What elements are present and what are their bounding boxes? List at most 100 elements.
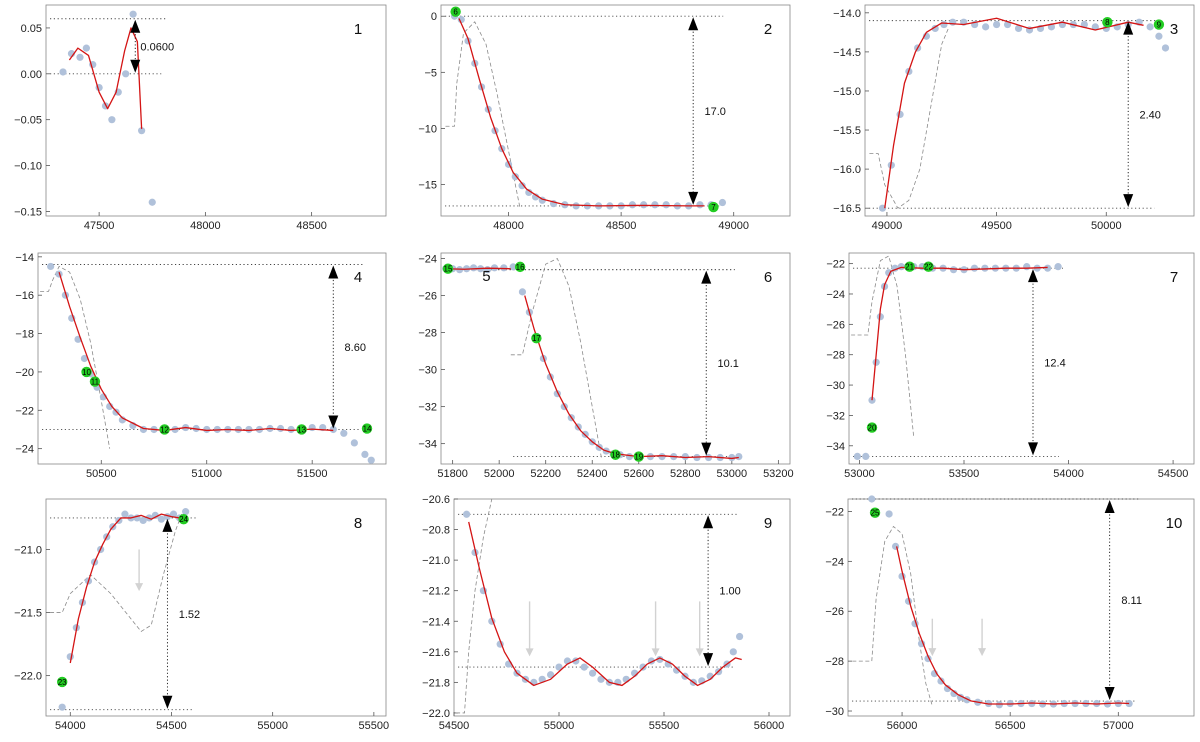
x-tick-label: 54500 — [156, 720, 187, 732]
plot-frame — [440, 4, 791, 217]
data-point — [122, 70, 130, 78]
data-point — [112, 408, 120, 416]
data-point — [129, 10, 137, 18]
data-point — [80, 354, 88, 363]
delta-arrow-head-down — [328, 415, 339, 429]
delta-value-label: 1.00 — [719, 586, 740, 598]
chart-panel-2: 48000 48500 49000 0 −5 −10 −15 17.0 6 7 2 — [418, 4, 791, 232]
fit-curve — [468, 521, 742, 687]
y-tick-label: −28 — [418, 328, 437, 340]
gray-arrow-head — [928, 648, 937, 657]
y-tick-label: −22.0 — [14, 671, 42, 683]
plot-frame — [847, 498, 1195, 717]
y-tick-label: −20.6 — [422, 494, 450, 506]
data-point — [1044, 264, 1052, 272]
guide-curve — [50, 508, 184, 632]
delta-arrow-head-down — [688, 191, 699, 205]
y-tick-label: −18 — [15, 329, 34, 341]
panel-number: 5 — [482, 268, 490, 285]
data-point — [151, 511, 159, 520]
x-tick-label: 49500 — [981, 220, 1012, 232]
y-tick-label: −15 — [418, 180, 437, 192]
y-tick-label: −28 — [825, 656, 844, 668]
data-point — [597, 675, 605, 683]
data-point — [696, 201, 704, 209]
y-tick-label: −14.0 — [833, 8, 861, 20]
gray-arrow-head — [525, 648, 534, 657]
data-point — [970, 264, 979, 272]
delta-value-label: 8.11 — [1121, 595, 1142, 607]
sequence-marker — [296, 424, 307, 435]
data-point — [287, 425, 295, 434]
data-point — [471, 548, 479, 557]
y-tick-label: −26 — [826, 319, 845, 331]
plot-frame — [453, 498, 791, 717]
chart-panel-5-6: 51800 52000 52200 52400 52600 52800 53000 53200… — [418, 252, 794, 480]
y-tick-label: −26 — [825, 606, 844, 618]
guide-curve — [851, 255, 915, 439]
fit-curve — [58, 271, 334, 432]
x-tick-label: 47500 — [84, 220, 115, 232]
sequence-marker-label: 6 — [453, 8, 458, 17]
data-point — [625, 452, 634, 461]
y-tick-label: −21.4 — [422, 616, 450, 628]
x-tick-label: 51800 — [437, 468, 468, 480]
guide-curve — [456, 498, 493, 714]
y-tick-label: −16 — [15, 290, 34, 302]
data-point — [853, 452, 861, 461]
sequence-marker-label: 15 — [444, 265, 453, 274]
data-point — [555, 663, 563, 671]
y-tick-label: −24 — [15, 444, 34, 456]
y-tick-label: −14 — [15, 252, 34, 264]
x-tick-label: 56000 — [887, 720, 918, 732]
x-tick-label: 48000 — [493, 220, 524, 232]
y-tick-label: −21.2 — [422, 586, 450, 598]
y-tick-label: −16.5 — [833, 203, 861, 215]
data-point — [182, 508, 190, 516]
x-tick-label: 49000 — [718, 220, 749, 232]
data-point — [82, 44, 90, 52]
x-tick-label: 50500 — [86, 468, 117, 480]
data-point — [982, 23, 990, 31]
y-tick-label: −0.05 — [14, 115, 42, 127]
chart-panel-10: 56000 56500 57000 −22 −24 −26 −28 −30 8.11 25 10 — [825, 495, 1195, 732]
sequence-marker — [866, 422, 878, 433]
data-point — [511, 173, 519, 181]
chart-panel-9: 54500 55000 55500 56000 −20.6 −20.8 −21.0 −21.2… — [422, 494, 791, 732]
data-point — [1091, 23, 1099, 31]
plot-frame — [440, 252, 791, 465]
y-tick-label: 0.05 — [21, 23, 42, 35]
data-point — [138, 127, 146, 135]
data-point — [872, 358, 880, 366]
x-tick-label: 56500 — [995, 720, 1026, 732]
data-point — [862, 452, 870, 461]
sequence-marker — [56, 676, 68, 688]
sequence-marker — [159, 424, 170, 435]
panel-number: 2 — [764, 21, 772, 38]
y-tick-label: −22.0 — [422, 708, 450, 720]
y-tick-label: −21.0 — [14, 544, 42, 556]
delta-value-label: 12.4 — [1044, 357, 1065, 369]
y-tick-label: −34 — [418, 439, 437, 451]
y-tick-label: −26 — [418, 291, 437, 303]
data-point — [47, 262, 55, 271]
data-point — [868, 495, 876, 503]
x-tick-label: 52600 — [623, 468, 654, 480]
x-tick-label: 49000 — [872, 220, 903, 232]
panel-number: 3 — [1170, 21, 1178, 38]
x-tick-label: 54000 — [55, 720, 86, 732]
fit-curve — [458, 18, 705, 207]
data-point — [891, 542, 900, 550]
data-point — [66, 653, 74, 661]
x-tick-label: 48500 — [296, 220, 327, 232]
sequence-marker-label: 21 — [905, 263, 914, 272]
data-point — [121, 510, 129, 518]
sequence-marker — [1153, 19, 1165, 30]
x-tick-label: 54500 — [1158, 468, 1189, 480]
x-tick-label: 56000 — [754, 720, 785, 732]
sequence-marker-label: 20 — [868, 424, 877, 433]
data-point — [658, 452, 666, 461]
data-point — [457, 15, 465, 24]
y-tick-label: −20.8 — [422, 525, 450, 537]
sequence-marker-label: 22 — [924, 263, 933, 272]
